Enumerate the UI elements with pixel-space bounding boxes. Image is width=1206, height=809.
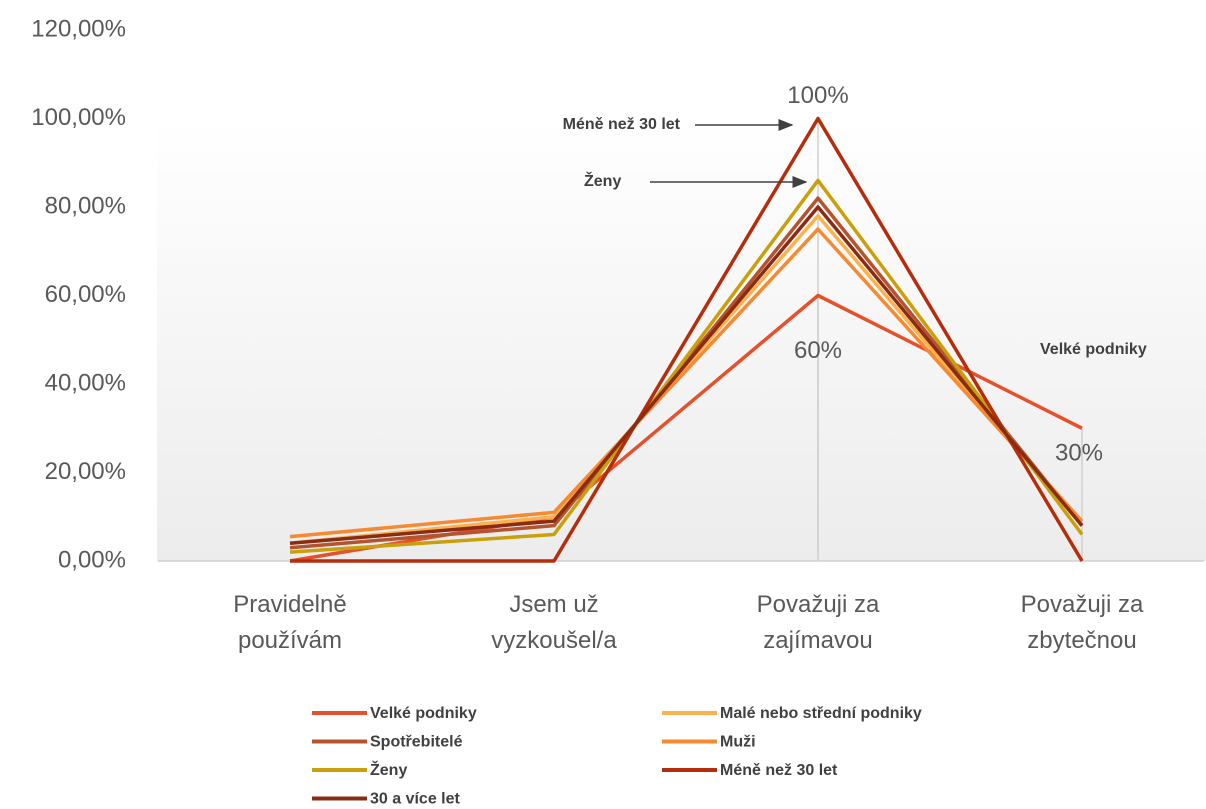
legend-label: Méně než 30 let [720,762,838,779]
x-tick-label-line: Jsem už [509,591,598,618]
y-tick-label: 0,00% [58,546,126,573]
legend-label: Muži [720,734,756,751]
data-label: 30% [1055,440,1103,467]
legend-label: Spotřebitelé [370,734,463,751]
legend-label: Malé nebo střední podniky [720,705,922,722]
x-tick-label-line: Považuji za [1021,591,1144,618]
annotation: Ženy [584,171,621,190]
series-line [289,205,1084,546]
y-tick-label: 120,00% [31,15,126,42]
x-tick-label-line: Považuji za [757,591,880,618]
legend-label: Ženy [370,760,407,779]
data-label: 100% [787,82,848,109]
x-tick-label-line: vyzkoušel/a [491,627,617,654]
x-tick-label-line: zajímavou [763,627,872,654]
y-tick-label: 40,00% [45,369,126,396]
legend-label: 30 a více let [370,791,461,808]
x-tick-label: Pravidelně používám [233,591,346,654]
legend-label: Velké podniky [370,705,477,722]
x-tick-label-line: zbytečnou [1027,627,1136,654]
x-tick-label: Považuji za zbytečnou [1021,591,1144,654]
x-tick-label: Jsem už vyzkoušel/a [491,591,617,654]
y-tick-label: 20,00% [45,458,126,485]
plot-area [157,117,1206,561]
data-label: 60% [794,337,842,364]
annotation: Velké podniky [1040,341,1147,358]
annotation: Méně než 30 let [563,116,681,133]
x-tick-label: Považuji za zajímavou [757,591,880,654]
x-tick-label-line: Pravidelně [233,591,346,618]
series-line [289,227,1084,539]
series-line [289,178,1084,554]
y-tick-label: 80,00% [45,192,126,219]
y-tick-label: 100,00% [31,104,126,131]
y-tick-label: 60,00% [45,281,126,308]
series-line [290,116,1084,563]
x-tick-label-line: používám [238,627,342,654]
